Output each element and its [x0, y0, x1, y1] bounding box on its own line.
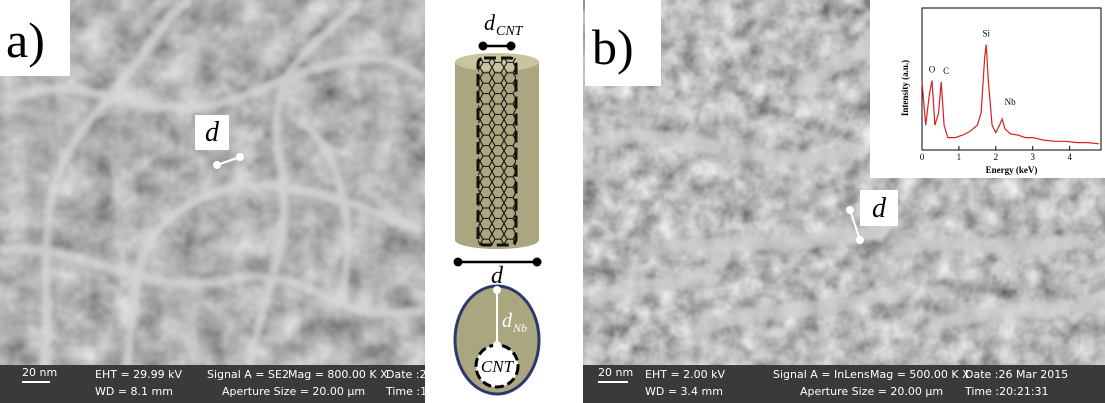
- x-tick-label: 2: [994, 152, 999, 162]
- dimension-end: [533, 258, 542, 267]
- peak-label: Si: [982, 29, 990, 39]
- y-axis-title: Intensity (a.u.): [900, 60, 910, 116]
- dimension-end: [213, 161, 221, 169]
- dimension-end: [846, 206, 854, 214]
- peak-label: O: [929, 65, 936, 75]
- dimension-end: [493, 286, 501, 294]
- info-text: EHT = 2.00 kV: [645, 368, 726, 381]
- dimension-end: [479, 42, 488, 51]
- peak-label: C: [943, 66, 949, 76]
- dim-label: d: [502, 310, 513, 332]
- dim-label: d: [484, 10, 496, 35]
- info-text: Signal A = SE2: [207, 368, 289, 381]
- panel-b: b) d 20 nm EHT = 2.00 kV Signal A = InLe…: [583, 0, 1105, 403]
- dim-subscript: CNT: [496, 24, 524, 39]
- info-text: Time :20:21:31: [964, 385, 1049, 398]
- dimension-end: [507, 42, 516, 51]
- peak-label: Nb: [1005, 97, 1016, 107]
- marker-label: d: [205, 117, 220, 148]
- x-tick-label: 3: [1030, 152, 1035, 162]
- panel-label: b): [592, 19, 634, 75]
- dim-subscript: Nb: [512, 321, 527, 335]
- info-text: WD = 8.1 mm: [95, 385, 173, 398]
- x-tick-label: 1: [957, 152, 962, 162]
- schematic: d CNT d CNT d Nb: [454, 10, 542, 394]
- core-label: CNT: [481, 357, 515, 376]
- marker-label: d: [872, 193, 887, 224]
- info-text: Aperture Size = 20.00 µm: [800, 385, 943, 398]
- info-text: Aperture Size = 20.00 µm: [222, 385, 365, 398]
- x-tick-label: 4: [1067, 152, 1072, 162]
- info-text: EHT = 29.99 kV: [95, 368, 183, 381]
- panel-a: a) d 20 nm EHT = 29.99 kV Signal A = SE2…: [0, 0, 445, 403]
- figure: a) d 20 nm EHT = 29.99 kV Signal A = SE2…: [0, 0, 1105, 403]
- info-text: Date :22 A: [386, 368, 445, 381]
- dimension-end: [454, 258, 463, 267]
- x-axis-title: Energy (keV): [986, 165, 1038, 175]
- x-tick-label: 0: [920, 152, 925, 162]
- dimension-end: [236, 153, 244, 161]
- dimension-end: [856, 236, 864, 244]
- info-text: WD = 3.4 mm: [645, 385, 723, 398]
- scale-label: 20 nm: [22, 366, 57, 379]
- info-text: Signal A = InLens: [773, 368, 870, 381]
- dimension-end: [493, 341, 501, 349]
- info-text: Date :26 Mar 2015: [965, 368, 1068, 381]
- panel-label: a): [6, 12, 45, 68]
- cnt-lattice: [478, 58, 516, 245]
- scale-label: 20 nm: [598, 366, 633, 379]
- info-text: Mag = 500.00 K X: [870, 368, 970, 381]
- info-text: Mag = 800.00 K X: [288, 368, 388, 381]
- info-text: Time :10:3: [385, 385, 445, 398]
